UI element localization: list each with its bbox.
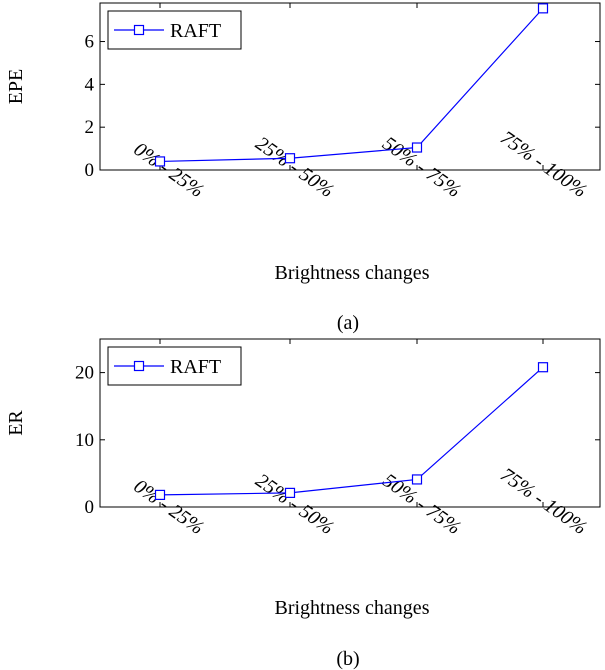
legend: RAFT (107, 346, 242, 386)
y-tick-label: 0 (85, 160, 95, 181)
legend: RAFT (107, 10, 242, 50)
series-line-raft (159, 366, 544, 496)
legend-label: RAFT (170, 356, 221, 378)
y-axis-label: EPE (5, 69, 27, 105)
x-tick-label: 25% - 50% (251, 132, 337, 202)
series-line-raft (159, 7, 544, 163)
data-point-marker (284, 487, 296, 498)
x-axis-label: Brightness changes (275, 597, 430, 619)
plot-frame (99, 338, 601, 508)
data-point-marker (154, 156, 166, 167)
y-tick-label: 20 (75, 363, 94, 384)
data-point-marker (537, 362, 549, 373)
data-point-marker (537, 3, 549, 14)
data-point-marker (411, 474, 423, 485)
data-point-marker (284, 153, 296, 164)
x-axis-label: Brightness changes (275, 262, 430, 284)
panel-caption: (b) (336, 648, 359, 670)
y-tick-label: 2 (85, 117, 95, 138)
y-tick-label: 4 (85, 74, 95, 95)
y-tick-label: 6 (85, 32, 95, 53)
y-axis-label: ER (5, 410, 27, 436)
x-tick-label: 75% - 100% (496, 127, 591, 202)
panel-caption: (a) (337, 312, 359, 334)
x-tick-label: 75% - 100% (496, 464, 591, 539)
plot-frame (99, 2, 601, 171)
legend-marker-swatch (133, 360, 145, 372)
y-tick-label: 0 (85, 497, 95, 518)
legend-marker-swatch (133, 24, 145, 36)
x-tick-label: 25% - 50% (251, 469, 337, 539)
data-point-marker (154, 489, 166, 501)
data-point-marker (411, 142, 423, 153)
legend-label: RAFT (170, 20, 221, 42)
y-tick-label: 10 (75, 430, 94, 451)
